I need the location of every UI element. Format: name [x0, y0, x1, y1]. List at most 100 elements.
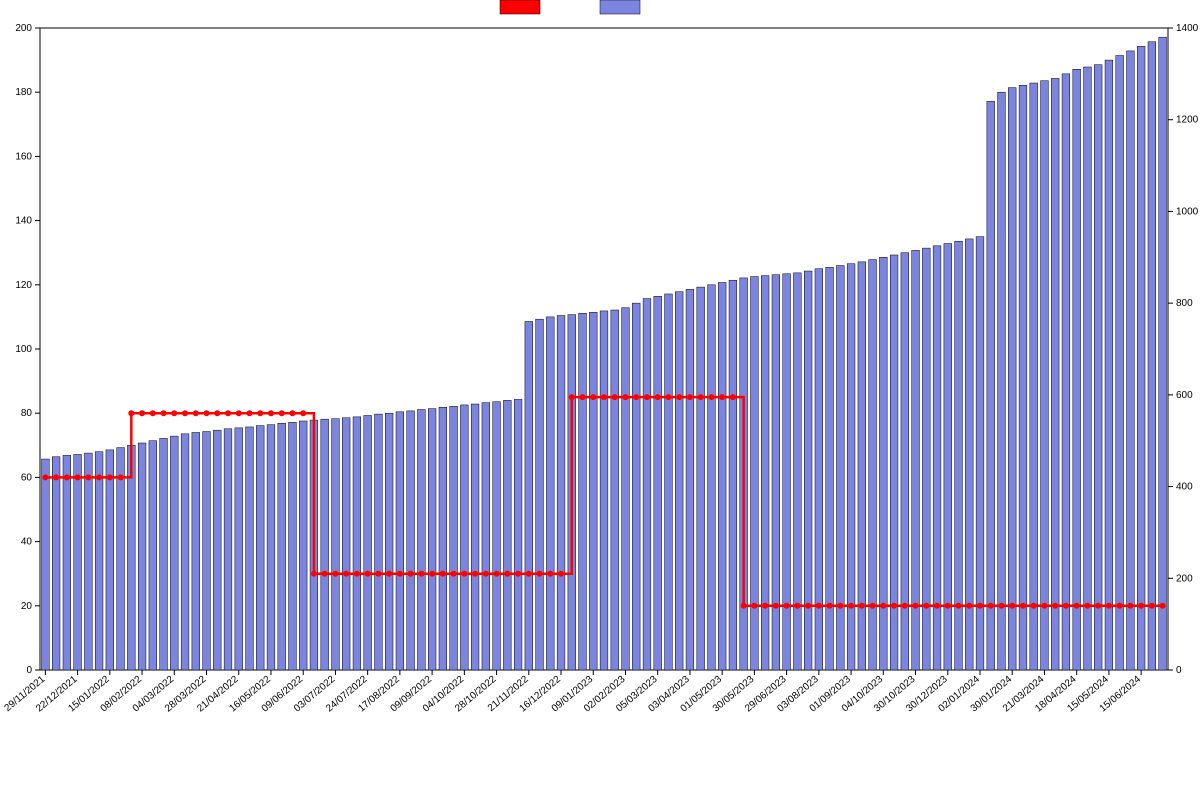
line-marker [365, 571, 371, 577]
line-marker [53, 474, 59, 480]
line-marker [913, 603, 919, 609]
bar [718, 283, 726, 670]
bar [42, 459, 50, 670]
bar [471, 404, 479, 670]
bar [557, 316, 565, 670]
line-marker [633, 394, 639, 400]
line-marker [1052, 603, 1058, 609]
bar [74, 454, 82, 670]
bar [1116, 56, 1124, 670]
line-marker [161, 410, 167, 416]
bar [127, 445, 135, 670]
line-marker [150, 410, 156, 416]
bar [579, 313, 587, 670]
line-marker [96, 474, 102, 480]
line-marker [1127, 603, 1133, 609]
bar [815, 269, 823, 670]
line-marker [279, 410, 285, 416]
bar [794, 273, 802, 670]
line-marker [891, 603, 897, 609]
y-left-tick-label: 20 [21, 601, 33, 612]
line-marker [322, 571, 328, 577]
line-marker [171, 410, 177, 416]
line-marker [343, 571, 349, 577]
line-marker [741, 603, 747, 609]
line-marker [956, 603, 962, 609]
line-marker [1095, 603, 1101, 609]
bar [289, 422, 297, 670]
line-marker [268, 410, 274, 416]
bar [847, 264, 855, 670]
bar [84, 453, 92, 670]
line-marker [719, 394, 725, 400]
line-marker [698, 394, 704, 400]
line-marker [773, 603, 779, 609]
bar [1127, 51, 1135, 670]
bar [267, 425, 275, 670]
line-marker [708, 394, 714, 400]
bar [1073, 69, 1081, 670]
line-marker [332, 571, 338, 577]
bar [482, 403, 490, 670]
line-marker [1031, 603, 1037, 609]
line-marker [934, 603, 940, 609]
bar [675, 292, 683, 670]
line-marker [128, 410, 134, 416]
line-marker [300, 410, 306, 416]
y-right-tick-label: 0 [1176, 665, 1182, 676]
line-marker [451, 571, 457, 577]
bar [1148, 42, 1156, 670]
y-left-tick-label: 140 [15, 216, 32, 227]
line-marker [1138, 603, 1144, 609]
bar [1062, 74, 1070, 670]
line-marker [537, 571, 543, 577]
bar [1041, 81, 1049, 670]
y-right-tick-label: 1200 [1176, 115, 1199, 126]
line-marker [1084, 603, 1090, 609]
bar [686, 289, 694, 670]
line-marker [139, 410, 145, 416]
bar [117, 448, 125, 670]
line-marker [85, 474, 91, 480]
y-right-tick-label: 400 [1176, 482, 1193, 493]
bar [332, 419, 340, 670]
bar [63, 455, 71, 670]
line-marker [644, 394, 650, 400]
bar [450, 406, 458, 670]
bar [170, 436, 178, 670]
bar [643, 299, 651, 670]
bar [761, 276, 769, 670]
y-right-tick-label: 1400 [1176, 23, 1199, 34]
line-marker [494, 571, 500, 577]
bar [246, 427, 254, 670]
line-marker [257, 410, 263, 416]
line-marker [354, 571, 360, 577]
bar [235, 428, 243, 670]
bar [751, 277, 759, 670]
y-left-tick-label: 200 [15, 23, 32, 34]
bar [514, 399, 522, 670]
bar [998, 92, 1006, 670]
line-marker [526, 571, 532, 577]
bar [342, 418, 350, 670]
line-marker [784, 603, 790, 609]
line-marker [848, 603, 854, 609]
line-marker [504, 571, 510, 577]
bar [106, 450, 114, 670]
bar [665, 294, 673, 670]
bar [1051, 78, 1059, 670]
line-marker [805, 603, 811, 609]
bar [525, 321, 533, 670]
line-marker [966, 603, 972, 609]
chart-container: 0204060801001201401601802000200400600800… [0, 0, 1200, 800]
line-marker [375, 571, 381, 577]
line-marker [107, 474, 113, 480]
bar [203, 432, 211, 670]
bar [160, 438, 168, 670]
y-left-tick-label: 100 [15, 344, 32, 355]
line-marker [386, 571, 392, 577]
bar [804, 271, 812, 670]
bar [1137, 46, 1145, 670]
line-marker [622, 394, 628, 400]
bar [1019, 85, 1027, 670]
